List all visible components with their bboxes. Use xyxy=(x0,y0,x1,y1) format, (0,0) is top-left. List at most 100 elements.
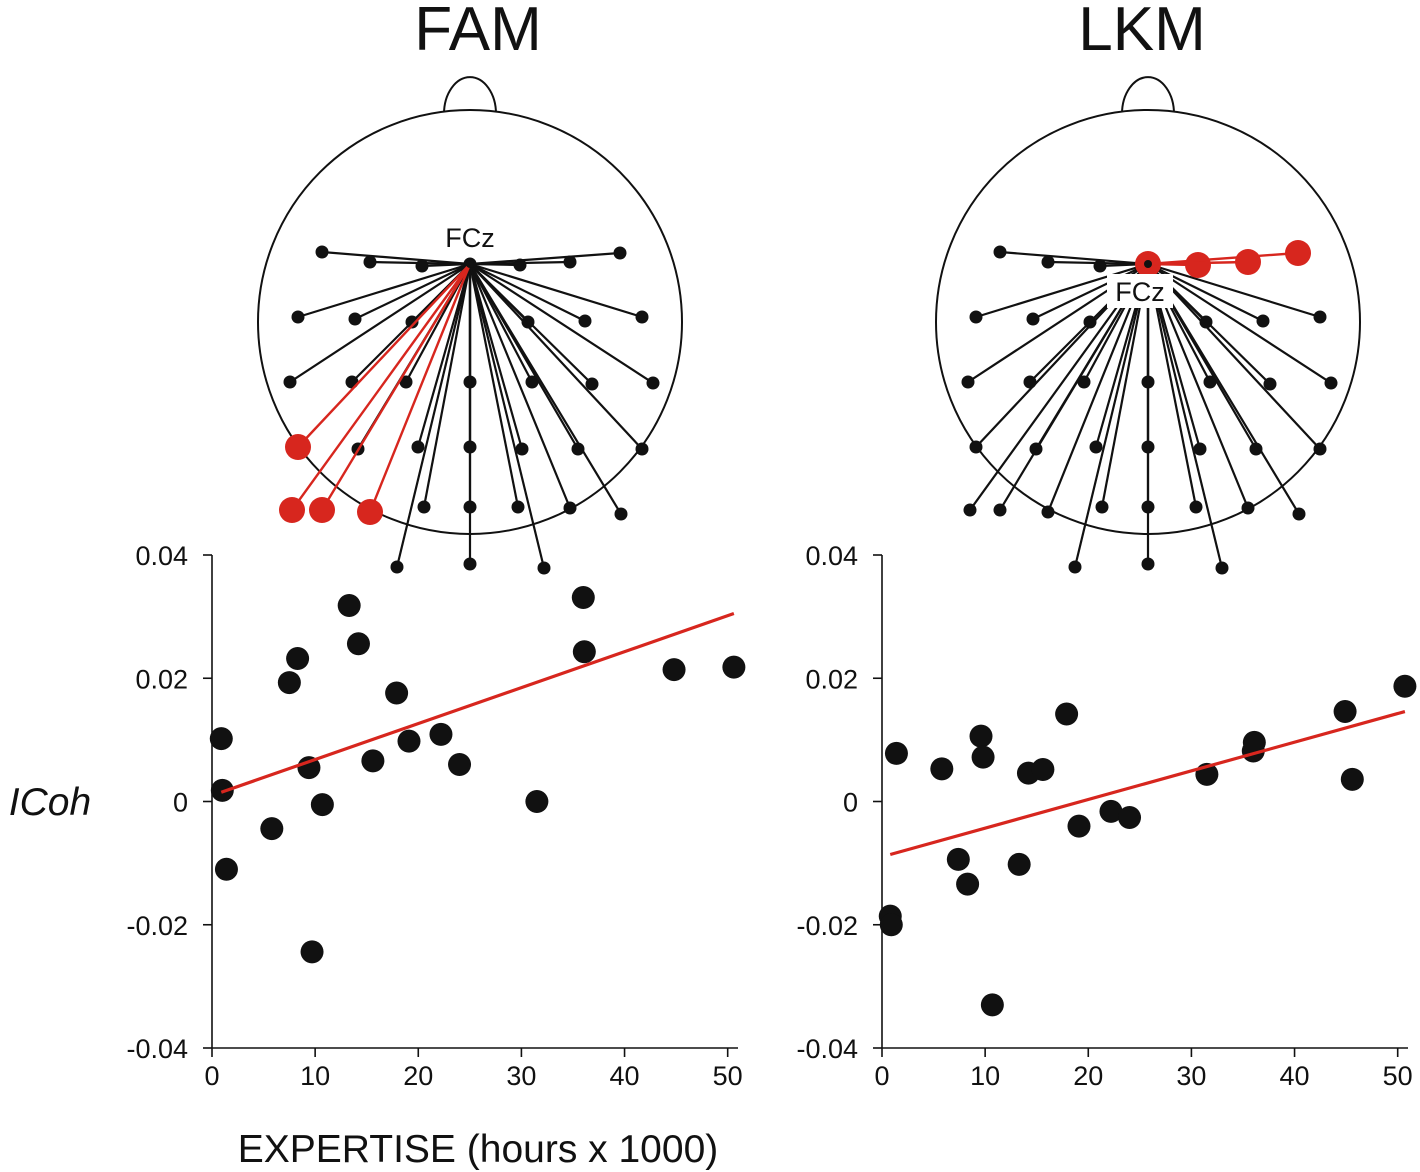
electrode-dot xyxy=(1093,259,1107,273)
connection-line xyxy=(469,263,622,515)
electrode-dot xyxy=(345,375,359,389)
data-point xyxy=(286,647,310,671)
data-point xyxy=(429,722,453,746)
electrode-dot xyxy=(411,440,425,454)
data-point xyxy=(980,993,1004,1017)
significant-electrode-dot xyxy=(309,497,335,523)
data-point xyxy=(1099,799,1123,823)
connection-line xyxy=(999,250,1149,266)
significant-electrode-dot xyxy=(1285,240,1311,266)
y-tick-label: 0 xyxy=(173,788,188,818)
data-point xyxy=(297,756,321,780)
electrode-dot xyxy=(963,503,977,517)
y-tick-label: -0.02 xyxy=(796,911,858,941)
data-point xyxy=(572,640,596,664)
data-point xyxy=(722,655,746,679)
electrode-dot xyxy=(283,375,297,389)
connection-line xyxy=(321,250,471,266)
fam-scatter-plot: 0.04 0.02 0 -0.02 -0.04 0 10 20 30 40 50 xyxy=(126,541,746,1091)
connection-line xyxy=(395,263,472,568)
regression-line xyxy=(889,709,1406,857)
x-tick-label: 50 xyxy=(713,1061,743,1091)
electrode-dot xyxy=(635,442,649,456)
y-tick-label: 0 xyxy=(843,788,858,818)
y-tick-label: -0.04 xyxy=(796,1034,858,1064)
connection-line xyxy=(469,251,621,266)
data-point xyxy=(300,940,324,964)
electrode-dot xyxy=(291,310,305,324)
connection-line xyxy=(975,262,1149,319)
data-point xyxy=(1067,814,1091,838)
electrode-dot xyxy=(1026,312,1040,326)
lkm-hub-label-group: FCz xyxy=(1107,274,1173,308)
connection-line xyxy=(468,263,524,450)
regression-line xyxy=(220,612,735,794)
data-point xyxy=(1031,757,1055,781)
electrode-dot xyxy=(513,258,527,272)
electrode-dot xyxy=(993,245,1007,259)
data-point xyxy=(397,729,421,753)
connection-line xyxy=(1147,262,1321,319)
connection-line xyxy=(468,263,546,569)
electrode-dot xyxy=(1249,442,1263,456)
x-axis-title: EXPERTISE (hours x 1000) xyxy=(238,1128,719,1171)
electrode-dot xyxy=(515,442,529,456)
fam-head-map xyxy=(257,76,683,575)
data-point xyxy=(1007,852,1031,876)
electrode-dot xyxy=(1068,560,1082,574)
data-point xyxy=(346,632,370,656)
electrode-dot xyxy=(537,561,551,575)
data-point xyxy=(260,817,284,841)
electrode-dot xyxy=(635,310,649,324)
electrode-dot xyxy=(961,375,975,389)
x-tick-label: 0 xyxy=(874,1061,889,1091)
electrode-dot xyxy=(563,255,577,269)
connection-line xyxy=(1032,263,1149,320)
electrode-dot xyxy=(571,442,585,456)
electrode-dot xyxy=(463,557,477,571)
y-axis-title: ICoh xyxy=(9,781,91,824)
significant-electrode-dot xyxy=(1235,249,1261,275)
connection-line xyxy=(416,263,472,448)
fam-hub-label-bg xyxy=(437,220,503,254)
electrode-dot xyxy=(646,376,660,390)
data-point xyxy=(1333,700,1357,724)
connection-line xyxy=(289,263,471,383)
fam-hub-label-group: FCz xyxy=(437,220,503,254)
hub-electrode xyxy=(466,260,474,268)
data-point xyxy=(946,847,970,871)
connection-line xyxy=(469,263,593,385)
electrode-dot xyxy=(969,440,983,454)
data-point xyxy=(337,594,361,618)
electrode-dot xyxy=(1095,500,1109,514)
data-point xyxy=(277,671,301,695)
electrode-dot xyxy=(1077,375,1091,389)
connection-line xyxy=(1146,263,1224,569)
electrode-dot xyxy=(348,312,362,326)
connection-line xyxy=(421,262,471,268)
significant-connection-line xyxy=(291,263,471,511)
lkm-head-map xyxy=(935,76,1361,575)
connection-line xyxy=(422,263,472,508)
electrode-dot xyxy=(1263,377,1277,391)
data-point xyxy=(209,727,233,751)
connection-line xyxy=(469,263,643,450)
x-tick-label: 10 xyxy=(300,1061,330,1091)
data-point xyxy=(1340,767,1364,791)
x-tick-label: 20 xyxy=(1073,1061,1103,1091)
significant-electrode-dot xyxy=(279,497,305,523)
electrode-dot xyxy=(399,375,413,389)
electrode-dot xyxy=(1313,310,1327,324)
fam-title: FAM xyxy=(414,0,541,64)
connection-line xyxy=(1147,263,1332,384)
electrode-dot xyxy=(1203,375,1217,389)
connection-line xyxy=(469,263,586,322)
electrode-dot xyxy=(1141,557,1155,571)
data-point xyxy=(971,745,995,769)
x-tick-label: 40 xyxy=(1280,1061,1310,1091)
lkm-hub-label: FCz xyxy=(1115,277,1165,307)
x-tick-label: 40 xyxy=(610,1061,640,1091)
y-tick-label: 0.04 xyxy=(135,541,188,571)
connection-line xyxy=(469,262,643,319)
